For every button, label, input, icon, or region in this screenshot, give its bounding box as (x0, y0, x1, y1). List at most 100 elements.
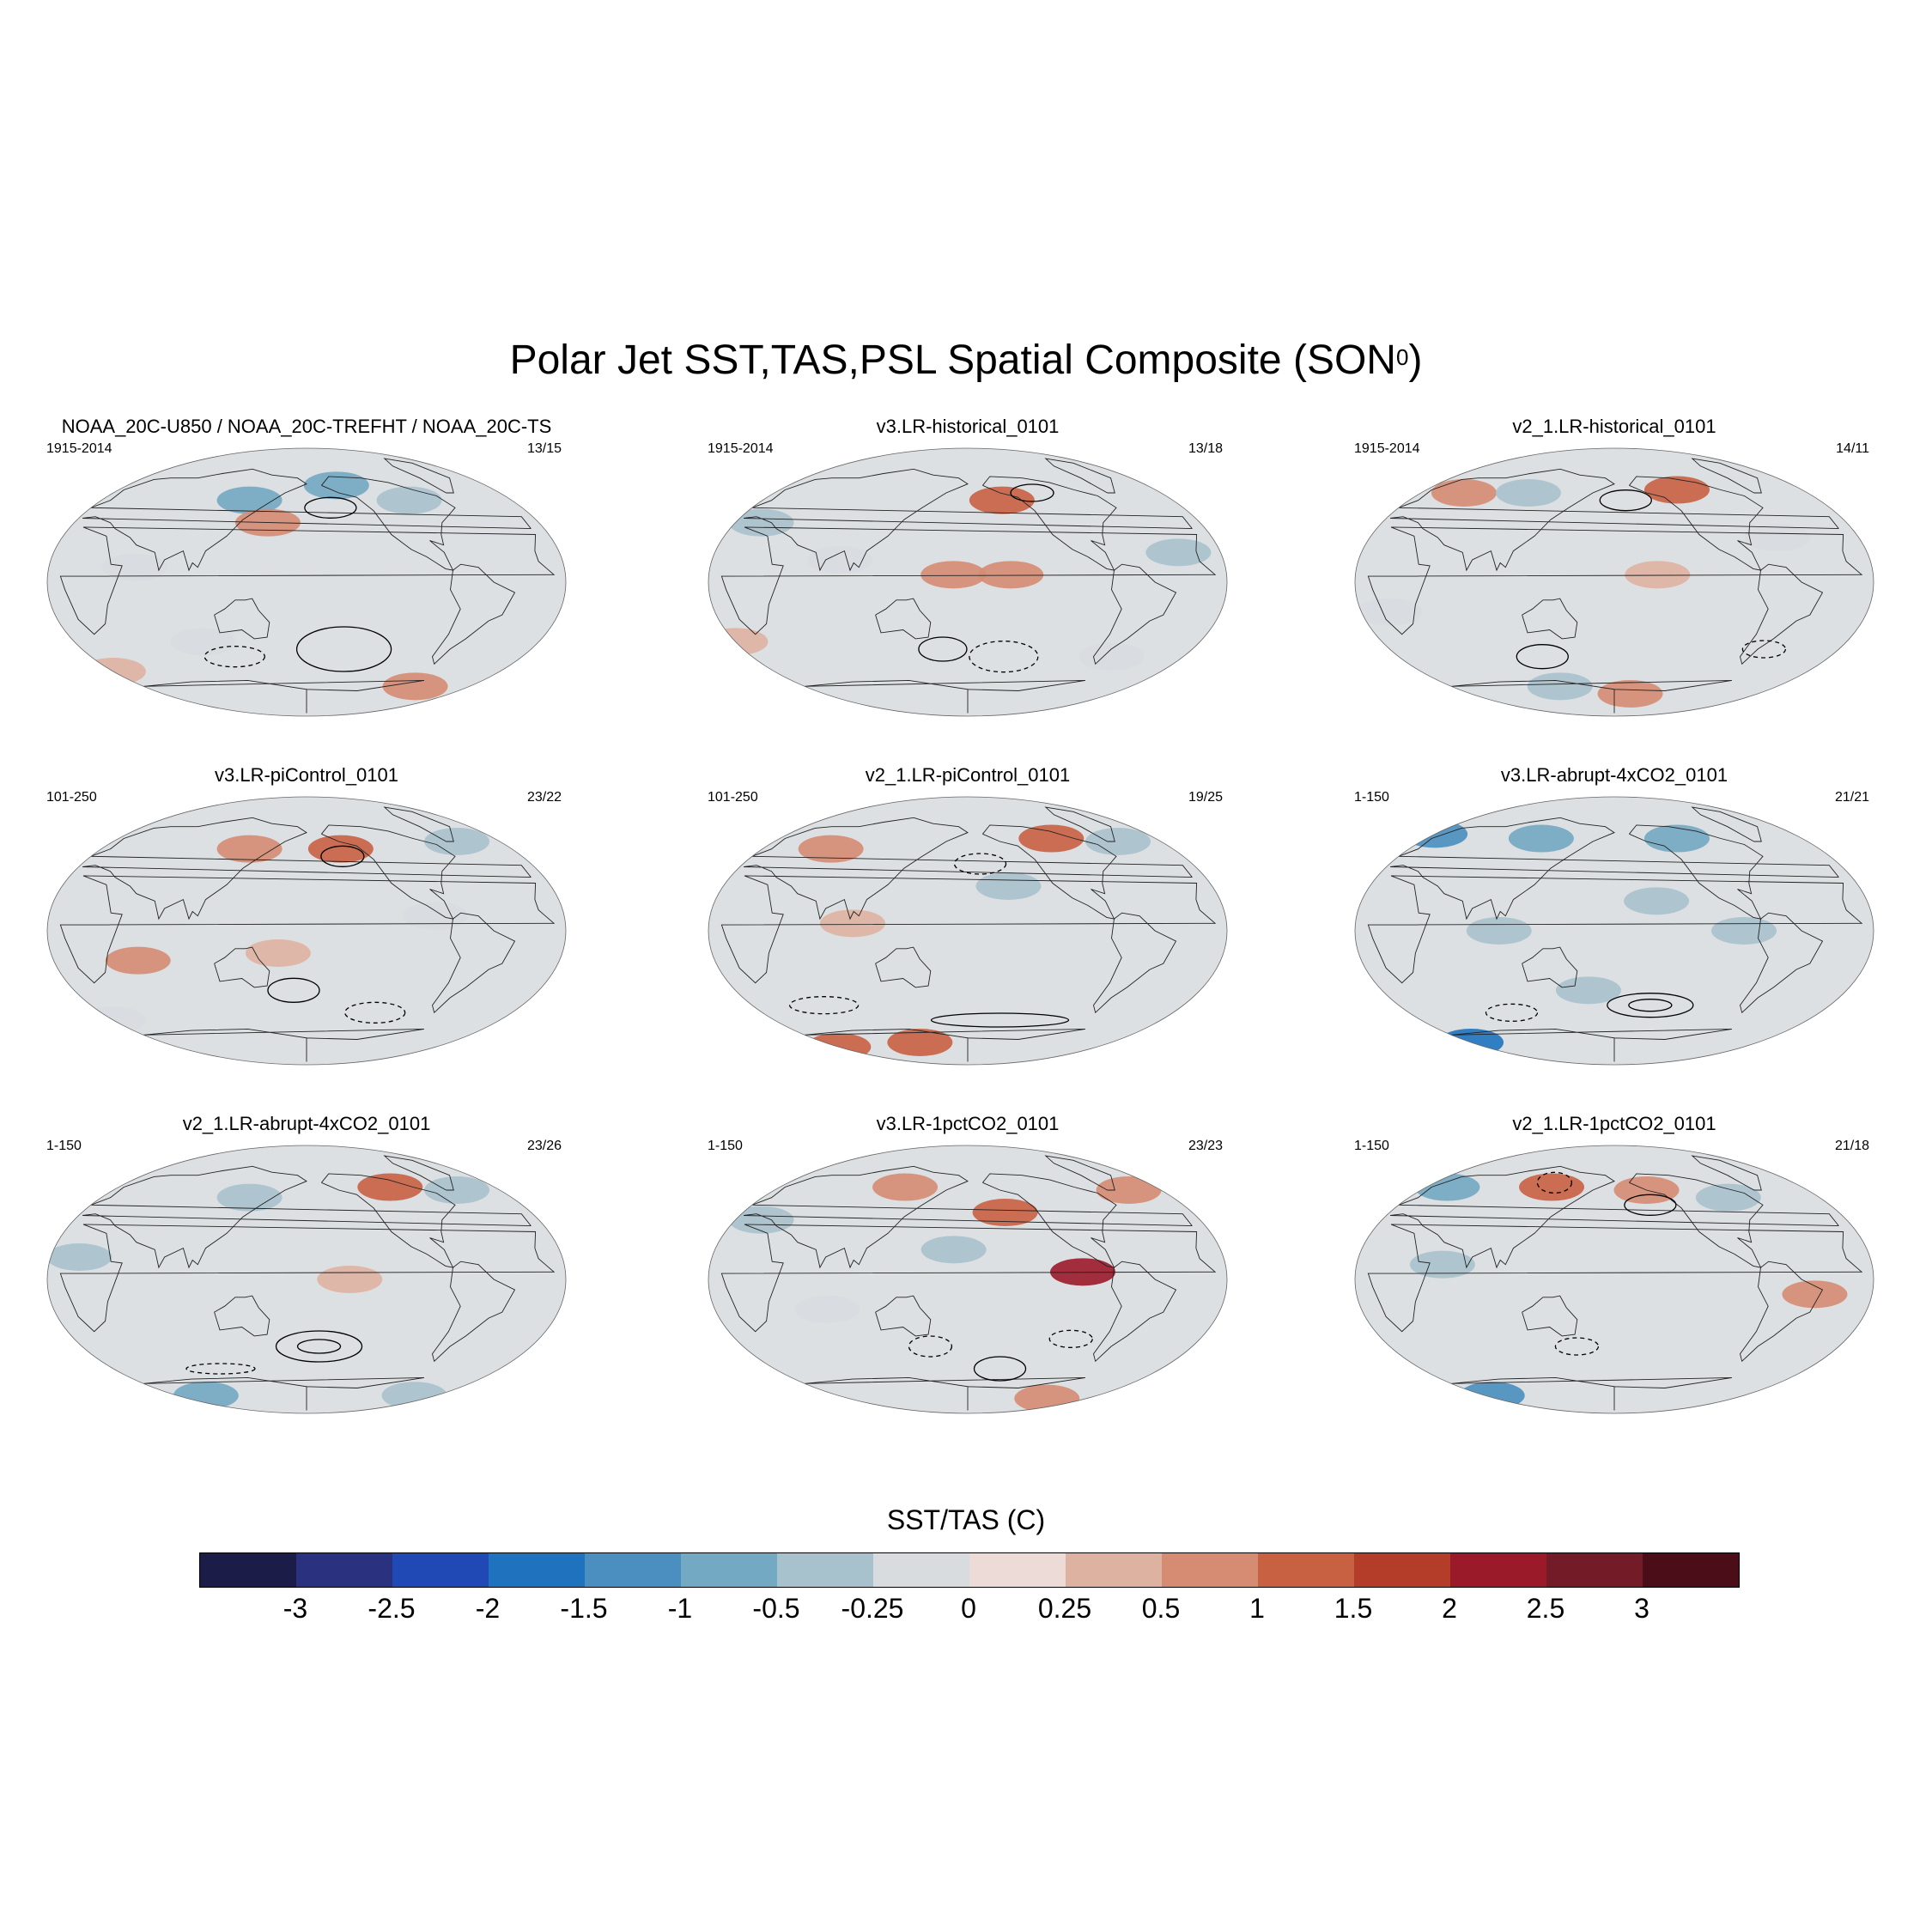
anomaly-patch (307, 835, 374, 863)
anomaly-patch (245, 939, 311, 967)
colorbar-tick-label: 2 (1442, 1593, 1457, 1624)
anomaly-patch (920, 561, 987, 589)
anomaly-patch (1018, 824, 1084, 853)
anomaly-patch (1459, 1382, 1525, 1410)
coastline (1522, 1295, 1578, 1337)
panel-years: 1-150 (708, 1139, 743, 1153)
coastline (432, 1261, 516, 1363)
psl-contour (1554, 1337, 1600, 1356)
psl-contour (1536, 1171, 1573, 1194)
anomaly-patch (1695, 1183, 1761, 1212)
anomaly-patch (170, 628, 236, 656)
colorbar-swatch (489, 1553, 585, 1587)
psl-contour (1048, 1329, 1093, 1348)
robinson-map (1354, 796, 1874, 1066)
coastline (1044, 1155, 1115, 1191)
coastline (383, 1155, 454, 1191)
colorbar-swatch (681, 1553, 777, 1587)
anomaly-patch (1527, 672, 1593, 701)
panel-count: 13/15 (526, 441, 562, 456)
coastline (720, 875, 1217, 984)
map-border (46, 1145, 567, 1414)
anomaly-patch (807, 546, 873, 574)
anomaly-patch (1466, 917, 1532, 945)
anomaly-patch (1096, 1176, 1162, 1204)
anomaly-patch (317, 1266, 383, 1293)
anomaly-patch (1643, 476, 1710, 504)
anomaly-patch (303, 471, 369, 500)
map-field (1355, 797, 1874, 1065)
coastline (744, 468, 1193, 572)
anomaly-patch (1414, 1173, 1480, 1201)
psl-contour (304, 496, 357, 519)
psl-contour (1628, 999, 1673, 1012)
coastline (1367, 1224, 1863, 1333)
coastline (59, 875, 556, 984)
coastline (383, 806, 454, 842)
colorbar-swatch (969, 1553, 1066, 1587)
coastline (720, 526, 1217, 635)
panel-title: NOAA_20C-U850 / NOAA_20C-TREFHT / NOAA_2… (61, 416, 552, 437)
coastline (1390, 817, 1839, 920)
panel-count: 21/18 (1834, 1139, 1869, 1153)
map-panel: v2_1.LR-abrupt-4xCO2_0101 1-150 23/26 (45, 1113, 568, 1456)
map-border (708, 1145, 1228, 1414)
psl-contour (1607, 993, 1694, 1018)
colorbar (199, 1552, 1740, 1588)
map-field (47, 448, 566, 716)
coastline (1522, 598, 1578, 640)
map-border (1354, 1145, 1874, 1414)
colorbar-swatch (1162, 1553, 1258, 1587)
map-border (1354, 796, 1874, 1066)
coastline (1390, 468, 1839, 572)
psl-contour (275, 1330, 363, 1363)
colorbar-swatch (200, 1553, 296, 1587)
coastline (321, 824, 456, 920)
anomaly-patch (382, 672, 448, 701)
psl-contour (1516, 644, 1569, 670)
panel-title: v3.LR-1pctCO2_0101 (876, 1113, 1060, 1134)
map-field (47, 797, 566, 1065)
anomaly-patch (872, 1173, 939, 1201)
coastline (1629, 1173, 1764, 1268)
anomaly-patch (105, 946, 171, 975)
coastline (82, 817, 532, 920)
anomaly-patch (1014, 1384, 1080, 1413)
coastline (59, 526, 556, 635)
anomaly-patch (1145, 538, 1212, 567)
colorbar-tick-label: 3 (1634, 1593, 1649, 1624)
map-border (46, 796, 567, 1066)
anomaly-patch (969, 486, 1035, 514)
colorbar-title: SST/TAS (C) (886, 1504, 1046, 1535)
psl-contour (969, 641, 1039, 673)
colorbar-tick-label: -3 (283, 1593, 308, 1624)
anomaly-patch (819, 909, 885, 938)
robinson-map (708, 796, 1228, 1066)
colorbar-tick-label: -1.5 (560, 1593, 608, 1624)
anomaly-patch (1078, 642, 1145, 671)
panel-years: 1-150 (1354, 1139, 1389, 1153)
colorbar-swatch (392, 1553, 489, 1587)
anomaly-patch (798, 835, 864, 863)
coastline (805, 1376, 1085, 1411)
panel-count: 23/23 (1188, 1139, 1223, 1153)
coastline (143, 1028, 424, 1062)
map-panel: v2_1.LR-piControl_0101 101-250 19/25 (706, 764, 1230, 1108)
coastline (744, 1165, 1193, 1269)
anomaly-patch (1431, 479, 1497, 507)
map-panel: v2_1.LR-1pctCO2_0101 1-150 21/18 (1352, 1113, 1876, 1456)
coastline (1451, 1376, 1732, 1411)
colorbar-swatch (777, 1553, 873, 1587)
map-panel: NOAA_20C-U850 / NOAA_20C-TREFHT / NOAA_2… (45, 416, 568, 759)
coastline (1367, 526, 1863, 635)
coastline (1093, 912, 1177, 1014)
anomaly-patch (1495, 479, 1561, 507)
robinson-map (708, 447, 1228, 717)
coastline (982, 1173, 1117, 1268)
map-panel: v3.LR-historical_0101 1915-2014 13/18 (706, 416, 1230, 759)
coastline (1093, 563, 1177, 665)
anomaly-patch (376, 486, 442, 514)
anomaly-patch (708, 628, 769, 656)
map-border (46, 447, 567, 717)
coastline (1093, 1261, 1177, 1363)
